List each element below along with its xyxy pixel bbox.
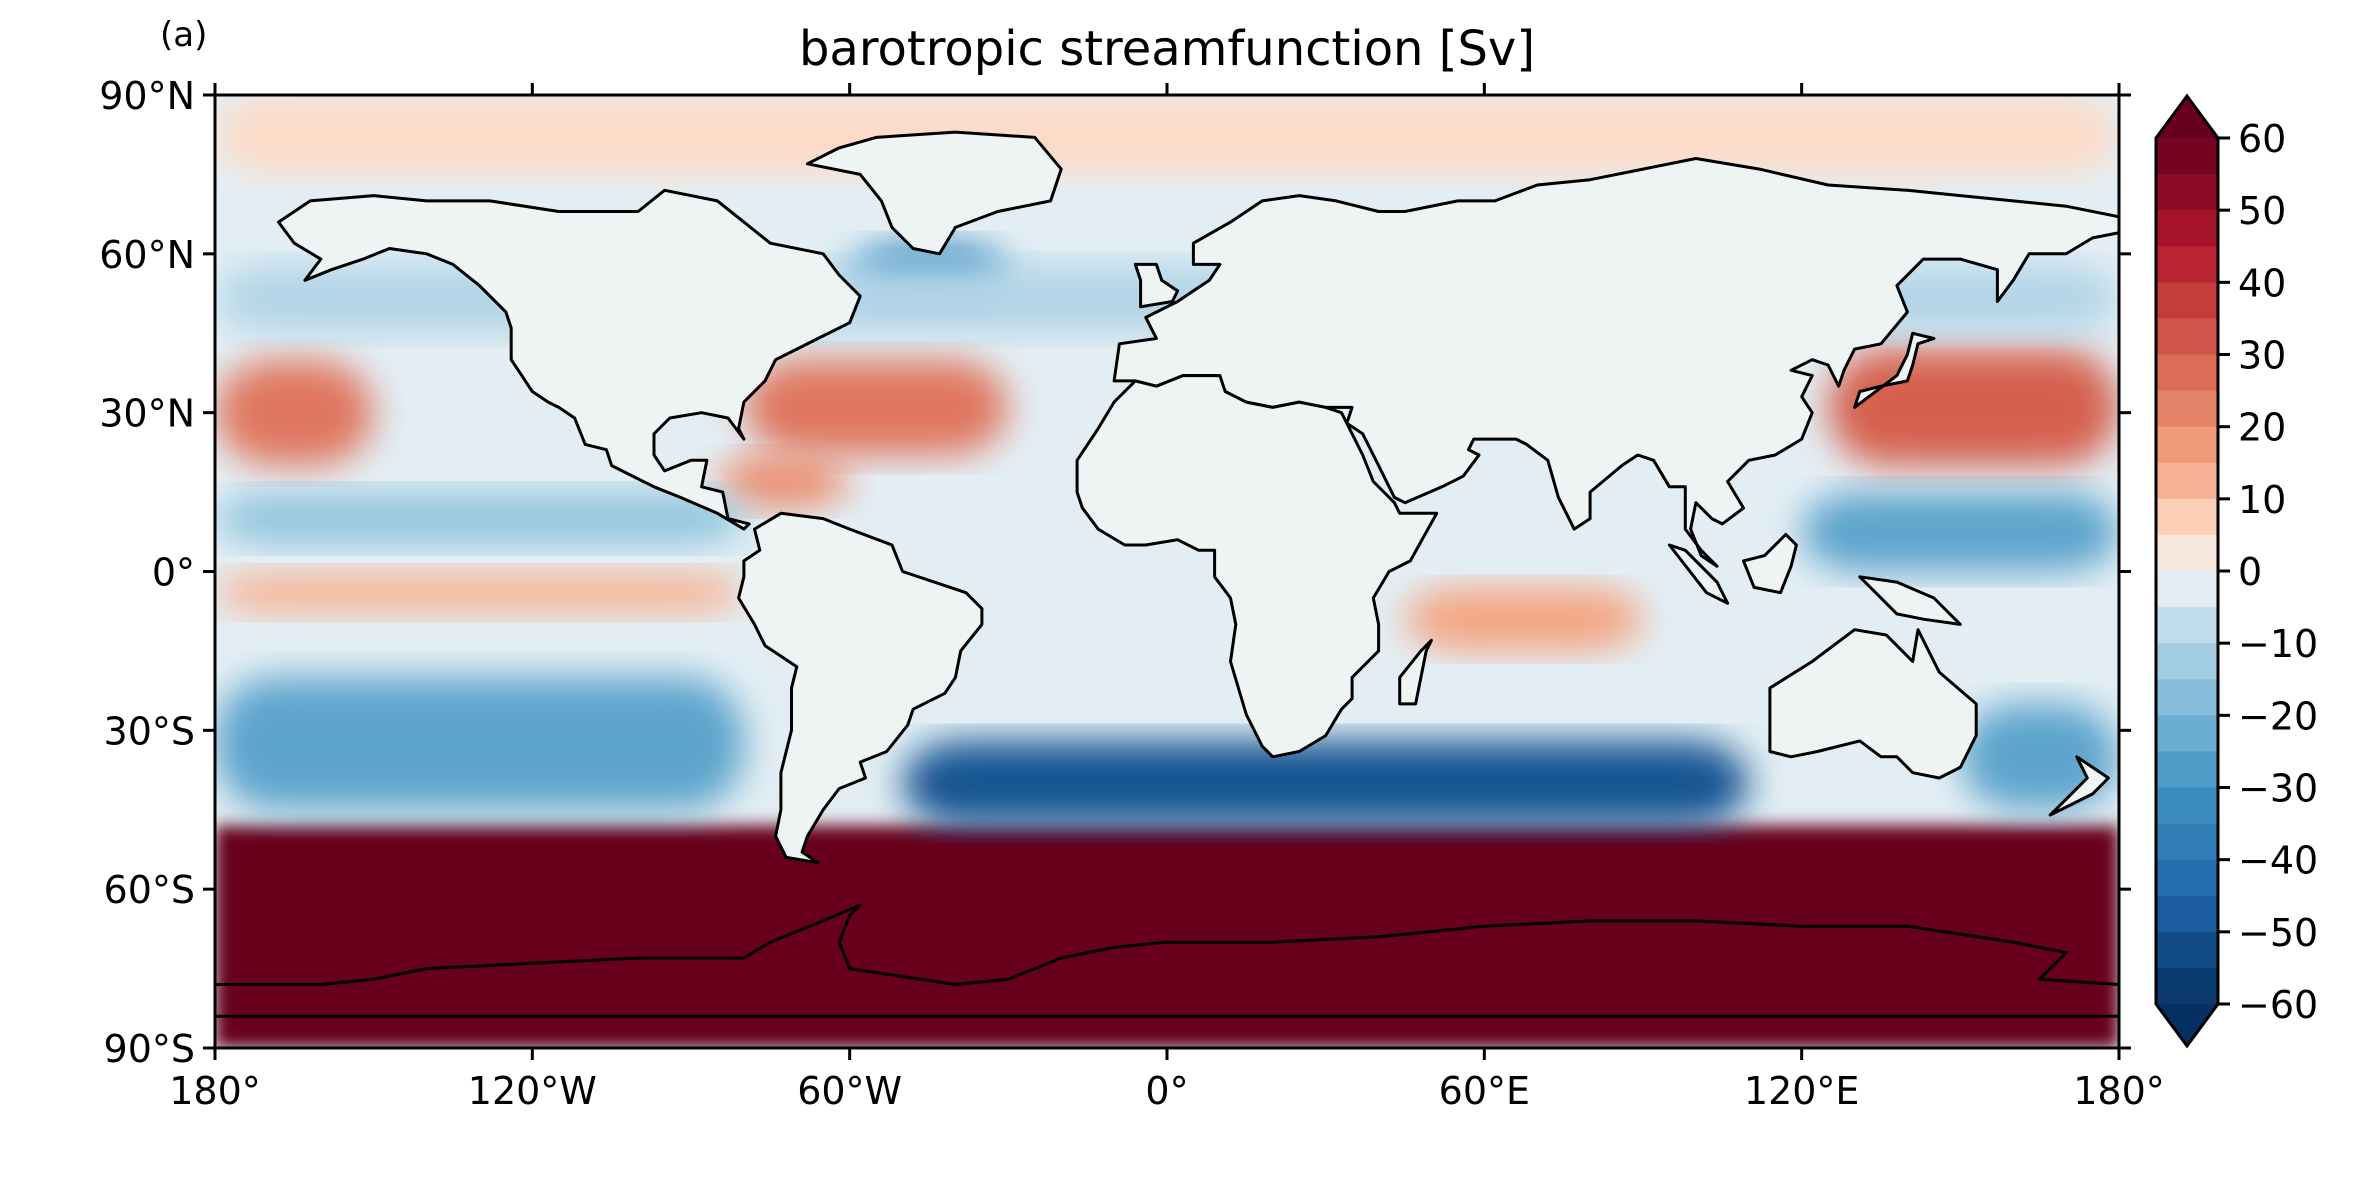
latitude-axis: 90°N 60°N 30°N 0° 30°S 60°S 90°S bbox=[99, 74, 2131, 1071]
colorbar-band bbox=[2156, 534, 2218, 572]
coastline-madagascar bbox=[1398, 638, 1433, 706]
field-region bbox=[743, 359, 1009, 456]
lon-tick-label: 60°E bbox=[1439, 1069, 1530, 1113]
colorbar-band bbox=[2156, 967, 2218, 1005]
coastline-north-america bbox=[277, 188, 862, 531]
coastline-africa bbox=[1075, 374, 1439, 759]
colorbar-band bbox=[2156, 318, 2218, 356]
chart-title: barotropic streamfunction [Sv] bbox=[799, 21, 1535, 77]
colorbar-band bbox=[2156, 282, 2218, 320]
lon-tick-label: 60°W bbox=[797, 1069, 902, 1113]
field-region bbox=[215, 95, 2119, 175]
panel-label: (a) bbox=[160, 15, 207, 55]
field-region bbox=[215, 359, 374, 466]
colorbar-band bbox=[2156, 210, 2218, 247]
colorbar-band bbox=[2156, 246, 2218, 283]
colorbar-band bbox=[2156, 643, 2218, 680]
colorbar-tick-label: 60 bbox=[2238, 117, 2286, 161]
colorbar-tick-label: −40 bbox=[2238, 839, 2318, 883]
field-region bbox=[1960, 703, 2119, 810]
colorbar-band bbox=[2156, 390, 2218, 428]
colorbar-band bbox=[2156, 571, 2218, 608]
lon-tick-label: 120°E bbox=[1744, 1069, 1860, 1113]
lat-tick-label: 90°N bbox=[99, 74, 195, 118]
colorbar-band bbox=[2156, 607, 2218, 644]
colorbar-tick-label: 20 bbox=[2238, 406, 2286, 450]
colorbar-tick-label: −10 bbox=[2238, 622, 2318, 666]
coastline-japan bbox=[1853, 331, 1936, 409]
colorbar-band bbox=[2156, 859, 2218, 897]
coastline-new-zealand bbox=[2048, 755, 2110, 817]
colorbar-tick-label: 40 bbox=[2238, 261, 2286, 305]
colorbar-band bbox=[2156, 498, 2218, 536]
field-region bbox=[902, 740, 1749, 826]
colorbar-band bbox=[2156, 174, 2218, 211]
colorbar-band bbox=[2156, 462, 2218, 500]
colorbar-band bbox=[2156, 679, 2218, 716]
colorbar-tick-label: −20 bbox=[2238, 694, 2318, 738]
colorbar-band bbox=[2156, 787, 2218, 825]
field-region bbox=[717, 455, 850, 508]
colorbar-tick-label: 0 bbox=[2238, 550, 2262, 594]
lon-tick-label: 0° bbox=[1145, 1069, 1188, 1113]
lat-tick-label: 60°S bbox=[104, 868, 195, 912]
colorbar-tick-label: −50 bbox=[2238, 911, 2318, 955]
lat-tick-label: 60°N bbox=[99, 233, 195, 277]
colorbar-band bbox=[2156, 138, 2218, 175]
lon-tick-label: 180° bbox=[2073, 1069, 2165, 1113]
colorbar-tick-label: −30 bbox=[2238, 767, 2318, 811]
coastline-south-america bbox=[737, 511, 984, 865]
colorbar-band bbox=[2156, 426, 2218, 464]
colorbar-tick-label: 10 bbox=[2238, 478, 2286, 522]
field-region bbox=[215, 492, 744, 546]
map-area bbox=[215, 95, 2119, 1048]
colorbar-band bbox=[2156, 715, 2218, 753]
field-region bbox=[215, 677, 744, 810]
lat-tick-label: 90°S bbox=[104, 1027, 195, 1071]
coastline-new-guinea bbox=[1858, 575, 1962, 626]
colorbar-tick-label: 30 bbox=[2238, 334, 2286, 378]
colorbar-band bbox=[2156, 354, 2218, 392]
colorbar: 60 50 40 30 20 10 0 −10 −20 −30 −40 −50 −60 bbox=[2154, 93, 2318, 1049]
field-region bbox=[1828, 349, 2119, 466]
lat-tick-label: 30°N bbox=[99, 392, 195, 436]
colorbar-tick-label: 50 bbox=[2238, 189, 2286, 233]
colorbar-extend-min bbox=[2156, 1004, 2218, 1046]
colorbar-extend-max bbox=[2156, 96, 2218, 138]
colorbar-band bbox=[2156, 931, 2218, 969]
coastline-eurasia bbox=[1112, 157, 2119, 568]
coastline-sumatra bbox=[1667, 543, 1730, 605]
lon-tick-label: 120°W bbox=[468, 1069, 597, 1113]
field-region bbox=[215, 571, 744, 614]
colorbar-tick-label: −60 bbox=[2238, 983, 2318, 1027]
lat-tick-label: 0° bbox=[152, 551, 195, 595]
coastline-antarctica bbox=[215, 903, 2119, 1018]
coastline-australia bbox=[1768, 628, 1978, 780]
colorbar-band bbox=[2156, 895, 2218, 933]
colorbar-band bbox=[2156, 751, 2218, 789]
lat-tick-label: 30°S bbox=[104, 709, 195, 753]
coastline-greenland bbox=[805, 130, 1063, 256]
field-region bbox=[1801, 492, 2119, 572]
lon-tick-label: 180° bbox=[169, 1069, 261, 1113]
longitude-axis: 180° 120°W 60°W 0° 60°E 120°E 180° bbox=[169, 83, 2165, 1113]
colorbar-band bbox=[2156, 823, 2218, 861]
coastline-britain bbox=[1133, 262, 1180, 309]
field-region bbox=[1405, 587, 1643, 651]
field-region bbox=[215, 825, 2119, 1048]
coastline-borneo bbox=[1742, 532, 1798, 595]
land-masses bbox=[215, 130, 2119, 1018]
